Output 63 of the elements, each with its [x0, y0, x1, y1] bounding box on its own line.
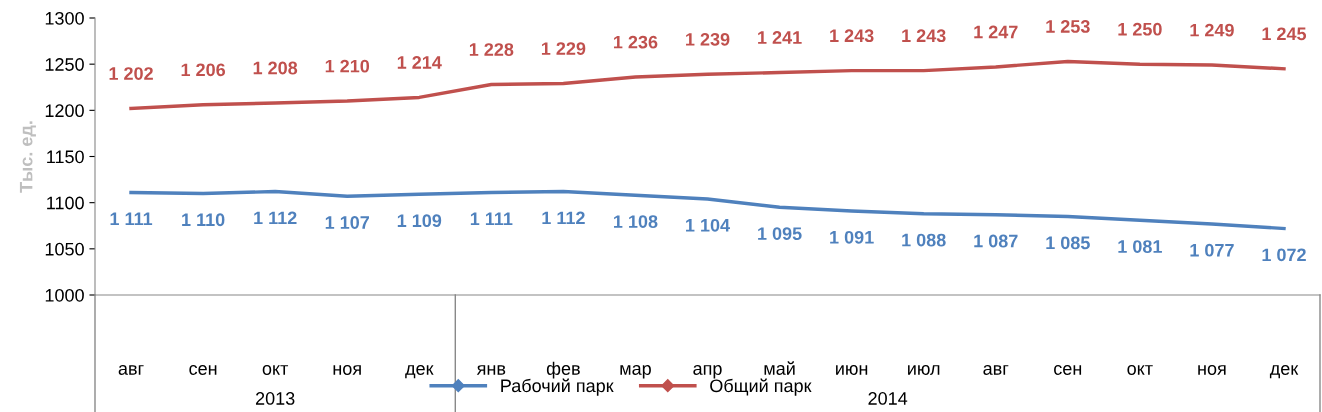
data-label: 1 243 [830, 29, 874, 43]
data-label: 1 112 [254, 211, 297, 225]
y-tick-label: 1150 [47, 150, 84, 164]
data-label: 1 091 [830, 230, 874, 244]
data-label: 1 229 [541, 42, 586, 55]
y-tick-label: 1000 [45, 288, 84, 302]
x-tick-label: авг [983, 365, 1009, 375]
x-tick-label: сен [1054, 365, 1082, 375]
data-label: 1 239 [686, 32, 730, 46]
data-label: 1 088 [902, 233, 946, 247]
data-label: 1 107 [325, 216, 370, 229]
x-tick-label: ноя [333, 365, 361, 375]
data-label: 1 087 [974, 234, 1018, 248]
y-tick-label: 1100 [47, 196, 84, 210]
data-label: 1 210 [325, 59, 370, 73]
text: 2013 [255, 392, 295, 405]
data-label: 1 085 [1046, 236, 1090, 250]
data-label: 1 108 [613, 215, 658, 228]
data-label: 1 206 [181, 63, 226, 77]
data-label: 1 243 [902, 29, 946, 43]
data-label: 1 072 [1262, 248, 1306, 262]
x-tick-label: июн [836, 365, 868, 375]
data-label: 1 095 [758, 227, 802, 240]
data-label: 1 208 [253, 61, 298, 75]
data-label: 1 245 [1262, 27, 1307, 41]
data-label: 1 253 [1046, 20, 1090, 33]
x-tick-label: май [764, 361, 795, 375]
data-label: 1 249 [1190, 23, 1234, 37]
x-tick-label: мар [620, 365, 651, 379]
x-tick-label: ноя [1198, 365, 1226, 375]
data-label: 1 202 [109, 67, 153, 80]
x-tick-label: апр [693, 365, 722, 379]
data-label: 1 228 [469, 43, 514, 56]
data-label: 1 111 [110, 212, 153, 226]
data-label: 1 081 [1118, 240, 1162, 253]
legend-label: Общий парк [710, 378, 812, 396]
data-label: 1 104 [686, 218, 730, 232]
y-tick-label: 1200 [45, 104, 84, 118]
data-label: 1 110 [182, 213, 225, 227]
x-tick-label: окт [262, 365, 289, 375]
y-tick-label: 1300 [45, 11, 84, 25]
data-label: 1 250 [1118, 22, 1162, 36]
data-label: 1 109 [397, 214, 442, 228]
data-label: 1 236 [613, 35, 658, 49]
x-tick-label: фев [546, 361, 580, 379]
data-label: 1 247 [974, 25, 1018, 39]
data-label: 1 214 [397, 56, 442, 69]
legend-label: Рабочий парк [501, 378, 614, 396]
data-label: 1 112 [542, 211, 585, 225]
y-tick-label: 1050 [45, 242, 84, 256]
x-tick-label: дек [1269, 365, 1299, 379]
x-tick-label: янв [476, 365, 506, 375]
data-label: 1 241 [758, 31, 802, 44]
y-tick-label: 1250 [45, 58, 84, 71]
x-tick-label: сен [189, 365, 217, 375]
x-tick-label: июл [908, 365, 940, 375]
x-tick-label: окт [1127, 365, 1153, 375]
data-label: 1 111 [470, 212, 513, 226]
y-axis-title: Тыс. ед. [19, 121, 36, 193]
text: 2014 [868, 392, 908, 405]
x-tick-label: авг [118, 365, 144, 375]
x-tick-label: дек [405, 365, 434, 379]
data-label: 1 077 [1190, 243, 1234, 257]
